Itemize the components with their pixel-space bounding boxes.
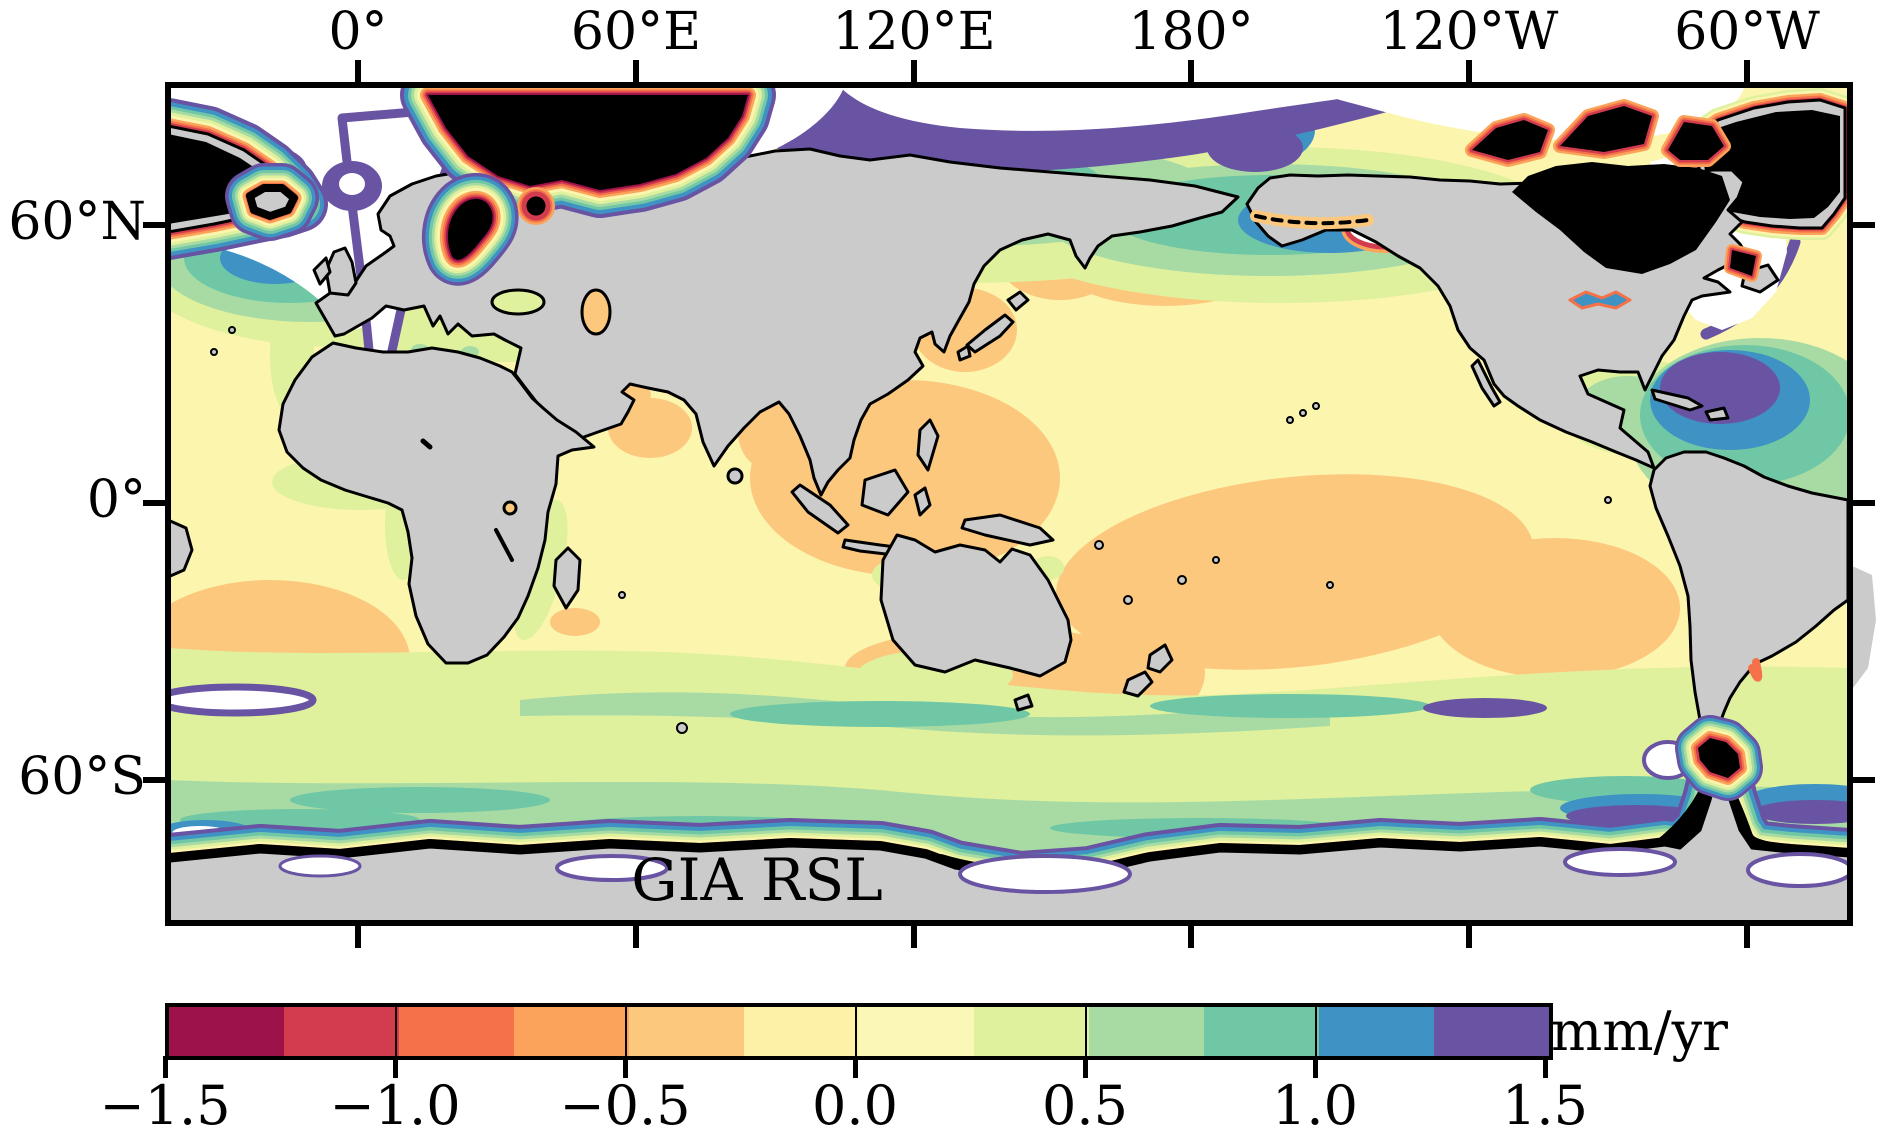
colorbar-separator [855, 1003, 857, 1060]
colorbar-segment [284, 1007, 399, 1056]
colorbar-label-15: 1.5 [1502, 1074, 1588, 1137]
colorbar-separator [395, 1003, 397, 1060]
colorbar-segment [974, 1007, 1089, 1056]
colorbar-gradient [169, 1007, 1549, 1056]
antarctica-layer [168, 740, 1850, 923]
top-tick-label-60e: 60°E [570, 2, 702, 62]
colorbar-segment [744, 1007, 859, 1056]
colorbar-segment [1434, 1007, 1549, 1056]
colorbar-segment [629, 1007, 744, 1056]
land-overflow [1850, 565, 1876, 692]
colorbar-label-neg05: −0.5 [559, 1074, 691, 1137]
colorbar-tick [1543, 1056, 1548, 1078]
colorbar-label-10: 1.0 [1272, 1074, 1358, 1137]
colorbar-segment [859, 1007, 974, 1056]
colorbar-segment [1089, 1007, 1204, 1056]
colorbar-segment [514, 1007, 629, 1056]
colorbar-tick [393, 1056, 398, 1078]
colorbar-tick [623, 1056, 628, 1078]
colorbar-separator [625, 1003, 627, 1060]
left-tick-label-60s: 60°S [18, 747, 146, 807]
colorbar-label-neg10: −1.0 [329, 1074, 461, 1137]
colorbar-segment [1204, 1007, 1319, 1056]
ice-sheet-layer [428, 95, 1758, 778]
left-tick-label-0: 0° [86, 470, 146, 530]
map-frame [143, 60, 1875, 948]
map-title: GIA RSL [631, 846, 883, 914]
top-tick-label-120w: 120°W [1379, 2, 1559, 62]
top-tick-label-120e: 120°E [832, 2, 996, 62]
colorbar-tick [163, 1056, 168, 1078]
colorbar-unit-label: mm/yr [1551, 1000, 1728, 1063]
colorbar-segment [169, 1007, 284, 1056]
colorbar-separator [1315, 1003, 1317, 1060]
left-tick-label-60n: 60°N [8, 192, 146, 252]
colorbar-segment [399, 1007, 514, 1056]
top-tick-label-0: 0° [328, 2, 388, 62]
colorbar-tick [853, 1056, 858, 1078]
top-tick-label-60w: 60°W [1674, 2, 1820, 62]
colorbar-label-00: 0.0 [812, 1074, 898, 1137]
colorbar-tick [1083, 1056, 1088, 1078]
colorbar-separator [1085, 1003, 1087, 1060]
top-tick-label-180: 180° [1128, 2, 1254, 62]
colorbar-tick [1313, 1056, 1318, 1078]
colorbar-segment [1319, 1007, 1434, 1056]
colorbar [165, 1003, 1553, 1060]
colorbar-label-05: 0.5 [1042, 1074, 1128, 1137]
colorbar-label-neg15: −1.5 [99, 1074, 231, 1137]
